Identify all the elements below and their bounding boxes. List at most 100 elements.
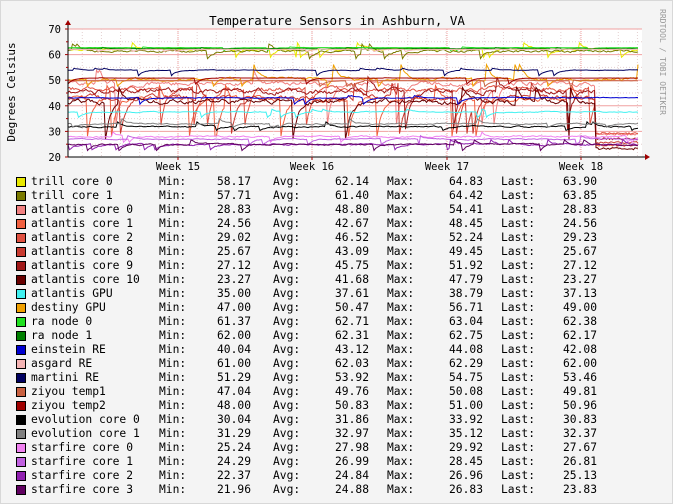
legend-min-value: 35.00 [216,287,251,300]
legend-last-label: Last: [501,441,536,454]
legend-avg-value: 62.71 [334,315,369,328]
legend-last-value: 63.85 [562,189,597,202]
legend-avg-label: Avg: [273,329,301,342]
legend-avg-value: 27.98 [334,441,369,454]
y-tick-label: 60 [48,50,61,62]
legend-last-value: 23.83 [562,483,597,496]
legend-series-name: atlantis core 8 [31,245,134,258]
legend-last-value: 23.27 [562,273,597,286]
legend-row: martini RE Min: 51.29 Avg: 53.92 Max: 54.75 Las… [1,371,673,385]
legend-min-value: 61.00 [216,357,251,370]
series-line [67,79,639,88]
legend-min-value: 28.83 [216,203,251,216]
y-tick-label: 50 [48,75,61,87]
series-line [67,94,639,106]
legend-swatch [16,289,26,299]
legend-swatch [16,233,26,243]
legend-avg-label: Avg: [273,287,301,300]
legend-swatch [16,429,26,439]
legend-avg-label: Avg: [273,175,301,188]
series-lines [67,41,639,152]
legend-min-value: 58.17 [216,175,251,188]
legend-min-label: Min: [159,483,187,496]
legend-series-name: trill core 1 [31,189,113,202]
legend-max-label: Max: [387,371,415,384]
legend-last-label: Last: [501,343,536,356]
legend-max-value: 64.83 [448,175,483,188]
series-line [67,46,639,52]
legend-min-label: Min: [159,259,187,272]
series-line [67,134,639,146]
legend-max-value: 51.92 [448,259,483,272]
legend-last-label: Last: [501,189,536,202]
legend-min-value: 61.37 [216,315,251,328]
legend-avg-value: 42.67 [334,217,369,230]
legend-series-name: einstein RE [31,343,106,356]
legend-max-label: Max: [387,301,415,314]
legend-row: starfire core 0 Min: 25.24 Avg: 27.98 Max: 29.… [1,441,673,455]
legend-row: einstein RE Min: 40.04 Avg: 43.12 Max: 44.08 La… [1,343,673,357]
legend-avg-value: 32.97 [334,427,369,440]
legend-row: starfire core 2 Min: 22.37 Avg: 24.84 Max: 26.… [1,469,673,483]
legend-avg-label: Avg: [273,385,301,398]
legend-avg-value: 46.52 [334,231,369,244]
legend-last-label: Last: [501,231,536,244]
legend-last-value: 27.12 [562,259,597,272]
legend-row: atlantis core 2 Min: 29.02 Avg: 46.52 Max: 52.… [1,231,673,245]
legend-last-value: 29.23 [562,231,597,244]
legend-last-value: 32.37 [562,427,597,440]
legend-max-value: 54.41 [448,203,483,216]
legend-series-name: atlantis core 10 [31,273,140,286]
series-line [67,108,639,119]
legend-swatch [16,205,26,215]
legend-last-label: Last: [501,315,536,328]
legend-avg-label: Avg: [273,217,301,230]
legend-min-value: 22.37 [216,469,251,482]
legend-min-label: Min: [159,315,187,328]
series-line [67,117,639,128]
legend-max-value: 51.00 [448,399,483,412]
legend-series-name: trill core 0 [31,175,113,188]
legend-min-value: 51.29 [216,371,251,384]
legend-max-value: 48.45 [448,217,483,230]
legend-min-label: Min: [159,427,187,440]
legend-min-value: 24.56 [216,217,251,230]
temperature-chart: Temperature Sensors in Ashburn, VA Degre… [5,9,667,173]
legend-last-value: 62.38 [562,315,597,328]
legend-series-name: atlantis core 2 [31,231,134,244]
legend-row: trill core 0 Min: 58.17 Avg: 62.14 Max: 64.83 L… [1,175,673,189]
legend-avg-value: 50.83 [334,399,369,412]
legend-avg-label: Avg: [273,469,301,482]
y-axis-label: Degrees Celsius [5,42,18,141]
series-line [67,47,639,50]
legend-swatch [16,261,26,271]
legend-last-value: 24.56 [562,217,597,230]
legend-min-label: Min: [159,301,187,314]
legend-avg-value: 48.80 [334,203,369,216]
legend-avg-value: 45.75 [334,259,369,272]
legend-max-value: 28.45 [448,455,483,468]
legend-max-value: 56.71 [448,301,483,314]
legend-last-value: 25.67 [562,245,597,258]
legend-row: starfire core 3 Min: 21.96 Avg: 24.88 Max: 26.… [1,483,673,497]
legend-last-label: Last: [501,301,536,314]
legend-min-value: 40.04 [216,343,251,356]
legend-last-label: Last: [501,203,536,216]
legend-last-value: 42.08 [562,343,597,356]
legend-avg-value: 41.68 [334,273,369,286]
legend-avg-label: Avg: [273,245,301,258]
legend-max-value: 50.08 [448,385,483,398]
legend-avg-label: Avg: [273,259,301,272]
legend-max-label: Max: [387,413,415,426]
legend-avg-value: 62.14 [334,175,369,188]
legend-series-name: starfire core 3 [31,483,134,496]
legend-last-value: 63.90 [562,175,597,188]
legend-series-name: starfire core 2 [31,469,134,482]
legend-max-value: 29.92 [448,441,483,454]
legend-max-value: 44.08 [448,343,483,356]
legend-last-value: 53.46 [562,371,597,384]
legend-avg-label: Avg: [273,203,301,216]
legend-min-label: Min: [159,441,187,454]
legend-max-label: Max: [387,287,415,300]
legend-avg-label: Avg: [273,427,301,440]
